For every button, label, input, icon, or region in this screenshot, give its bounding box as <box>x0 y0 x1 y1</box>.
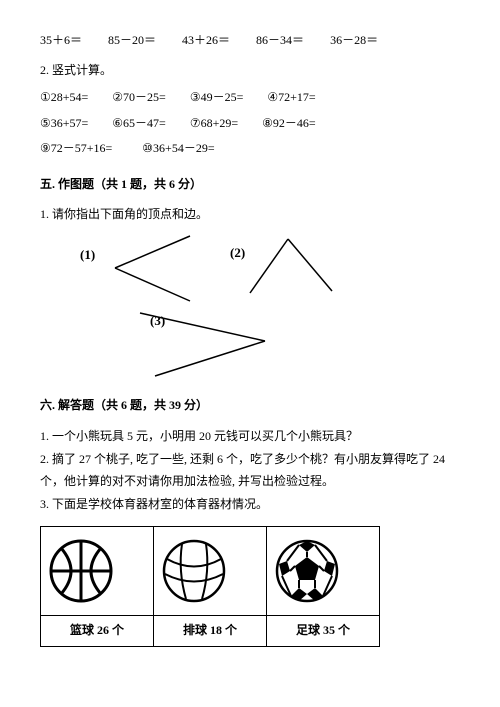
section6-q3: 3. 下面是学校体育器材室的体育器材情况。 <box>40 493 460 516</box>
calc-item: ⑥65－47= <box>112 113 166 135</box>
section6-heading: 六. 解答题（共 6 题，共 39 分） <box>40 395 460 417</box>
calc-item: ④72+17= <box>267 87 315 109</box>
calc-item: ⑩36+54－29= <box>142 138 214 160</box>
basketball-label: 篮球 26 个 <box>41 615 154 646</box>
volleyball-label: 排球 18 个 <box>154 615 267 646</box>
angle1-label: (1) <box>80 247 95 262</box>
equipment-table: 篮球 26 个 排球 18 个 足球 35 个 <box>40 526 380 647</box>
calc-item: ⑦68+29= <box>190 113 238 135</box>
basketball-cell <box>41 526 154 615</box>
angles-diagram: (1) (2) (3) <box>40 231 460 381</box>
vertical-calc-title: 2. 竖式计算。 <box>40 60 460 82</box>
section6-questions: 1. 一个小熊玩具 5 元，小明用 20 元钱可以买几个小熊玩具？ 2. 摘了 … <box>40 425 460 516</box>
calc-item: ⑧92－46= <box>262 113 316 135</box>
section6-q1: 1. 一个小熊玩具 5 元，小明用 20 元钱可以买几个小熊玩具？ <box>40 425 460 448</box>
football-cell <box>267 526 380 615</box>
volleyball-cell <box>154 526 267 615</box>
calc-item: 86－34＝ <box>256 30 304 52</box>
calc-item: 43＋26＝ <box>182 30 230 52</box>
vertical-calc-row3: ⑨72－57+16= ⑩36+54－29= <box>40 138 460 160</box>
angles-svg: (1) (2) (3) <box>40 231 420 381</box>
section5-q1: 1. 请你指出下面角的顶点和边。 <box>40 204 460 226</box>
calc-item: 85－20＝ <box>108 30 156 52</box>
vertical-calc-row1: ①28+54= ②70－25= ③49－25= ④72+17= <box>40 87 460 109</box>
vertical-calc-row2: ⑤36+57= ⑥65－47= ⑦68+29= ⑧92－46= <box>40 113 460 135</box>
calc-item: ⑨72－57+16= <box>40 138 112 160</box>
section6-q2: 2. 摘了 27 个桃子, 吃了一些, 还剩 6 个，吃了多少个桃？有小朋友算得… <box>40 448 460 494</box>
football-icon <box>267 534 347 608</box>
calc-item: 36－28＝ <box>330 30 378 52</box>
calc-item: 35＋6＝ <box>40 30 82 52</box>
football-label: 足球 35 个 <box>267 615 380 646</box>
mental-calc-row: 35＋6＝ 85－20＝ 43＋26＝ 86－34＝ 36－28＝ <box>40 30 460 52</box>
angle2-label: (2) <box>230 245 245 260</box>
calc-item: ③49－25= <box>190 87 244 109</box>
calc-item: ②70－25= <box>112 87 166 109</box>
calc-item: ⑤36+57= <box>40 113 88 135</box>
volleyball-icon <box>154 534 234 608</box>
section5-heading: 五. 作图题（共 1 题，共 6 分） <box>40 174 460 196</box>
basketball-icon <box>41 534 121 608</box>
calc-item: ①28+54= <box>40 87 88 109</box>
